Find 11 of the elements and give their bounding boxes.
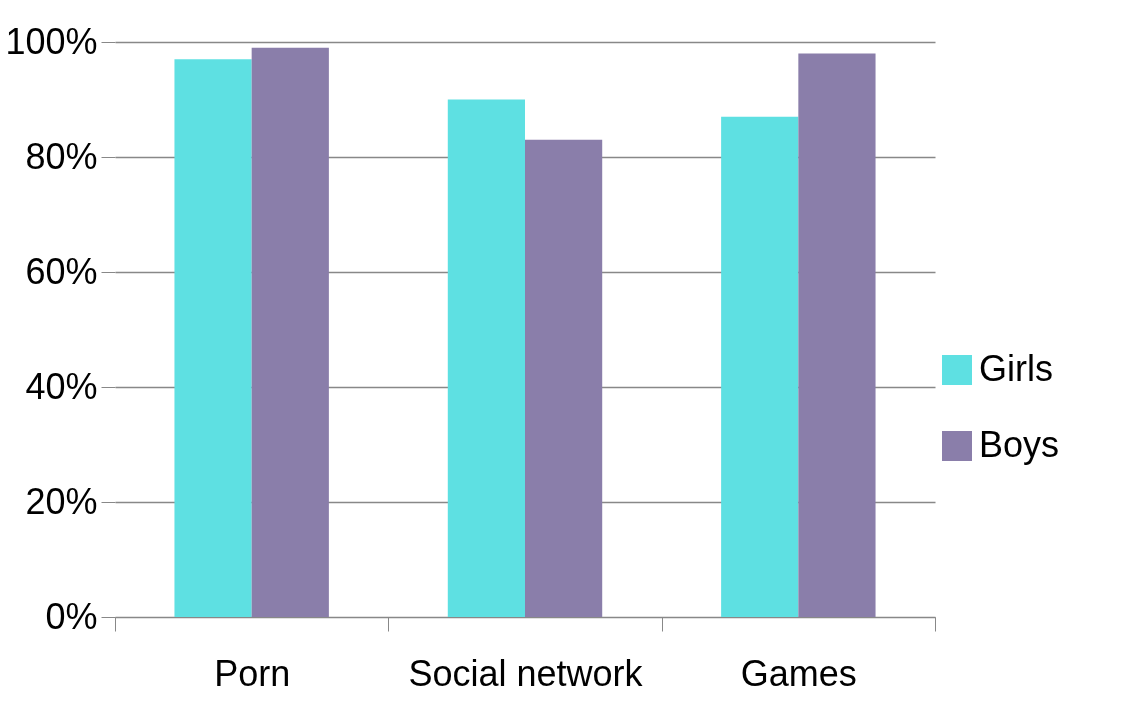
x-tick-label: Games [740, 652, 857, 694]
y-tick-label: 100% [5, 20, 98, 62]
y-tick-label: 80% [25, 135, 98, 177]
x-tick-label: Porn [214, 652, 291, 694]
y-tick-label: 20% [25, 480, 98, 522]
x-tick-label: Social network [408, 652, 644, 694]
legend-label: Girls [979, 348, 1053, 389]
y-tick-label: 0% [45, 595, 98, 637]
y-tick-label: 40% [25, 365, 98, 407]
legend-label: Boys [979, 424, 1060, 465]
y-tick-label: 60% [25, 250, 98, 292]
